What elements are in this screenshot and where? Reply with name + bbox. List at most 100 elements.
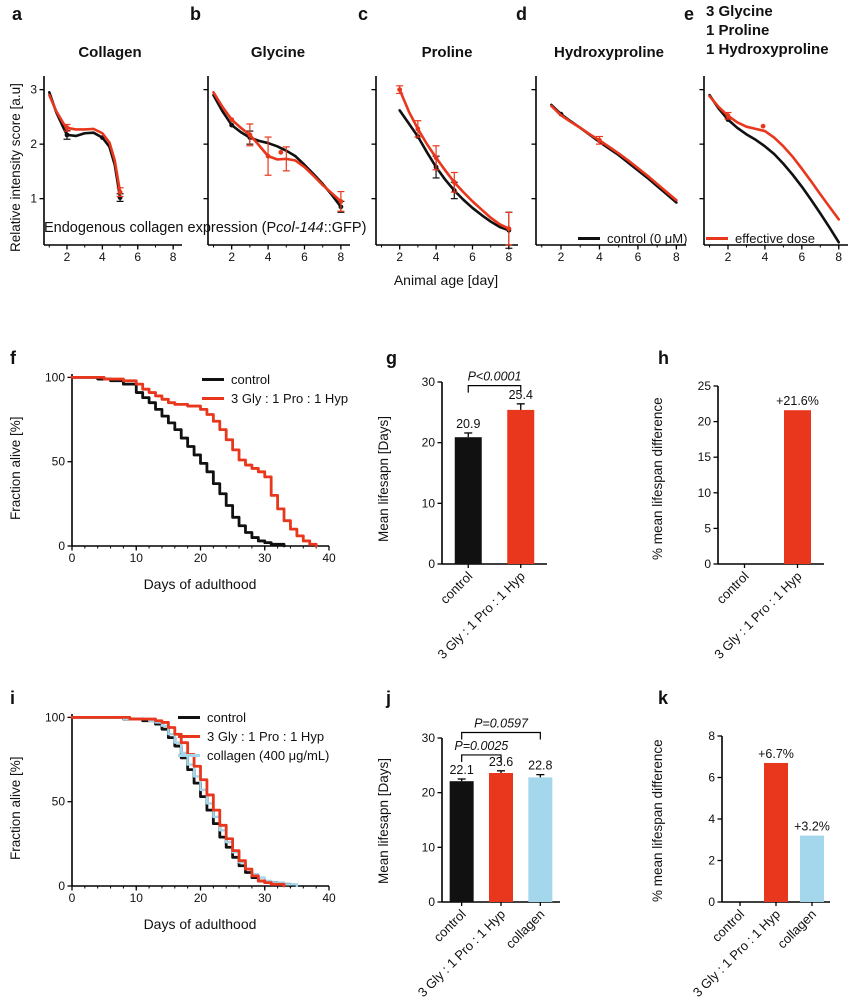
panel-j-y-axis-label: Mean lifesapn [Days] <box>376 757 391 884</box>
svg-text:3: 3 <box>30 83 37 97</box>
svg-text:+6.7%: +6.7% <box>758 747 794 761</box>
panel-i-x-axis-label: Days of adulthood <box>143 916 257 932</box>
svg-text:8: 8 <box>835 250 842 264</box>
panel-letter-b: b <box>190 4 201 24</box>
svg-text:20: 20 <box>422 786 436 800</box>
panel-h-y-axis-label: % mean lifespan difference <box>650 397 665 560</box>
panel-i-legend: control 3 Gly : 1 Pro : 1 Hyp collagen (… <box>178 710 329 763</box>
svg-text:1: 1 <box>30 192 37 206</box>
top-x-axis-label: Animal age [day] <box>393 272 499 288</box>
legend-label: control <box>207 710 247 725</box>
svg-text:6: 6 <box>301 250 308 264</box>
panel-f-y-axis-label: Fraction alive [%] <box>8 416 23 520</box>
panel-b-chart: 2 4 6 8 <box>203 76 350 264</box>
svg-text:P=0.0597: P=0.0597 <box>474 717 529 731</box>
svg-text:5: 5 <box>704 521 711 535</box>
collagen-expression-annotation: Endogenous collagen expression (Pcol-144… <box>44 220 366 236</box>
svg-text:4: 4 <box>596 250 603 264</box>
svg-text:0: 0 <box>704 557 711 571</box>
panel-f-chart: 0 50 100 0 10 20 30 40 <box>45 370 336 565</box>
panel-d-title: Hydroxyproline <box>553 44 665 61</box>
svg-text:100: 100 <box>45 370 65 384</box>
annotation-pre: Endogenous collagen expression (P <box>44 220 277 236</box>
panel-letter-i: i <box>10 688 16 708</box>
svg-text:4: 4 <box>99 250 106 264</box>
svg-text:10: 10 <box>130 891 144 905</box>
legend-item-control: control <box>202 372 348 387</box>
annotation-post: ::GFP) <box>323 220 367 236</box>
svg-text:8: 8 <box>506 250 513 264</box>
svg-text:collagen: collagen <box>503 907 548 952</box>
svg-text:10: 10 <box>422 496 436 510</box>
svg-text:P=0.0025: P=0.0025 <box>454 739 508 753</box>
svg-text:8: 8 <box>673 250 680 264</box>
svg-text:2: 2 <box>30 137 37 151</box>
panel-f-x-axis-label: Days of adulthood <box>143 576 257 592</box>
e-title-line-3: 1 Hydroxyproline <box>706 40 829 58</box>
svg-text:30: 30 <box>422 375 436 389</box>
top-legend-control: control (0 μM) <box>578 231 687 246</box>
svg-text:P<0.0001: P<0.0001 <box>468 370 522 384</box>
svg-text:3 Gly : 1 Pro : 1 Hyp: 3 Gly : 1 Pro : 1 Hyp <box>711 569 804 662</box>
svg-text:4: 4 <box>708 812 715 826</box>
svg-text:25: 25 <box>698 379 712 393</box>
panel-i-y-axis-label: Fraction alive [%] <box>8 756 23 860</box>
svg-text:2: 2 <box>708 854 715 868</box>
svg-text:4: 4 <box>433 250 440 264</box>
control-line-swatch <box>202 377 224 382</box>
legend-item-collagen: collagen (400 μg/mL) <box>178 748 329 763</box>
top-y-axis-label: Relative intensity score [a.u] <box>8 83 23 252</box>
svg-text:40: 40 <box>322 891 336 905</box>
svg-text:10: 10 <box>130 551 144 565</box>
svg-text:6: 6 <box>708 771 715 785</box>
svg-text:control: control <box>713 568 751 606</box>
panel-letter-c: c <box>358 4 369 24</box>
mixture-line-swatch <box>178 734 200 739</box>
panel-g-chart: 0 10 20 30 20.9 control 25.4 3 Gly : 1 Pro : 1 … <box>422 370 547 662</box>
svg-text:3 Gly : 1 Pro : 1 Hyp: 3 Gly : 1 Pro : 1 Hyp <box>435 569 528 662</box>
svg-text:100: 100 <box>45 710 65 724</box>
svg-text:22.1: 22.1 <box>449 763 473 777</box>
panel-e-title: 3 Glycine 1 Proline 1 Hydroxyproline <box>706 3 829 59</box>
control-line-swatch <box>578 236 600 241</box>
svg-text:2: 2 <box>558 250 565 264</box>
panel-f-legend: control 3 Gly : 1 Pro : 1 Hyp <box>202 372 348 406</box>
legend-label: collagen (400 μg/mL) <box>207 748 330 763</box>
svg-text:50: 50 <box>52 455 66 469</box>
legend-item-mixture: 3 Gly : 1 Pro : 1 Hyp <box>202 391 348 406</box>
svg-text:8: 8 <box>708 729 715 743</box>
svg-text:20: 20 <box>194 891 208 905</box>
svg-text:0: 0 <box>58 879 65 893</box>
svg-text:0: 0 <box>428 895 435 909</box>
effective-dose-line-swatch <box>706 236 728 241</box>
panel-letter-h: h <box>658 348 669 368</box>
panel-k-y-axis-label: % mean lifespan difference <box>650 739 665 902</box>
e-title-line-2: 1 Proline <box>706 21 770 39</box>
svg-text:+21.6%: +21.6% <box>776 394 819 408</box>
panel-letter-g: g <box>386 348 397 368</box>
panel-c-title: Proline <box>421 44 473 61</box>
panel-i-chart: 0 50 100 0 10 20 30 40 <box>45 710 336 905</box>
svg-text:2: 2 <box>396 250 403 264</box>
control-line-swatch <box>178 715 200 720</box>
mixture-line-swatch <box>202 396 224 401</box>
panel-b-title: Glycine <box>250 44 306 61</box>
panel-a-title: Collagen <box>78 44 142 61</box>
annotation-gene-name: col-144 <box>276 220 324 236</box>
svg-text:0: 0 <box>428 557 435 571</box>
svg-text:6: 6 <box>134 250 141 264</box>
svg-text:10: 10 <box>422 840 436 854</box>
top-legend-control-label: control (0 μM) <box>607 231 688 246</box>
svg-text:0: 0 <box>58 539 65 553</box>
svg-text:30: 30 <box>258 891 272 905</box>
svg-text:4: 4 <box>762 250 769 264</box>
svg-text:0: 0 <box>708 895 715 909</box>
svg-text:6: 6 <box>799 250 806 264</box>
svg-text:20.9: 20.9 <box>456 417 480 431</box>
panel-letter-f: f <box>10 348 16 368</box>
svg-text:4: 4 <box>265 250 272 264</box>
legend-item-control: control <box>178 710 329 725</box>
legend-label: 3 Gly : 1 Pro : 1 Hyp <box>207 729 325 744</box>
